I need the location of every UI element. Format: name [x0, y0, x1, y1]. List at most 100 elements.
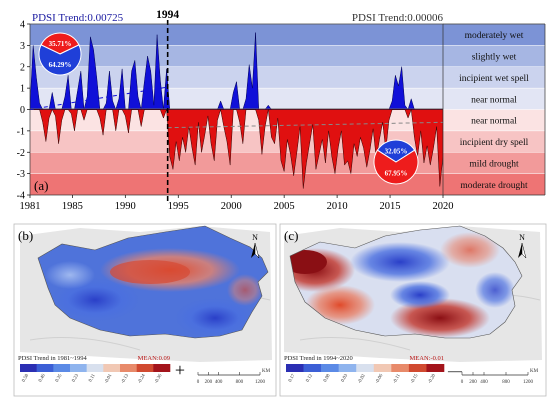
panel-c: (c) N PDSI Trend in 1994~2020 MEAN:-0.01… [279, 223, 547, 397]
legend-tick: 0.35 [55, 373, 64, 383]
y-tick-label: -1 [17, 126, 25, 137]
legend-swatch [36, 364, 54, 372]
scalebar-unit: KM [262, 369, 271, 374]
legend-swatch [303, 364, 322, 372]
legend-tick: -0.36 [154, 373, 164, 385]
legend-swatch [356, 364, 375, 372]
y-tick-label: 4 [20, 20, 25, 31]
x-tick-label: 2005 [274, 201, 295, 212]
y-tick-label: -3 [17, 169, 25, 180]
band-label: incipient wet spell [459, 74, 529, 84]
north-label-b: N [252, 233, 258, 242]
legend-swatch [86, 364, 104, 372]
x-tick-label: 2000 [221, 201, 242, 212]
scalebar-label: 800 [502, 380, 510, 385]
legend-tick: 0.17 [288, 373, 297, 383]
band-1 [30, 45, 545, 67]
map-c-outline [289, 225, 523, 339]
scalebar-label: 800 [236, 380, 244, 385]
legend-swatch [408, 364, 427, 372]
trend-line-1 [167, 121, 443, 129]
band-7 [30, 173, 545, 195]
x-tick-label: 1981 [20, 201, 41, 212]
legend-swatch [120, 364, 137, 372]
y-tick-label: -2 [17, 148, 25, 159]
breakpoint-label: 1994 [156, 9, 179, 21]
map-b-mean: MEAN:0.09 [138, 355, 170, 362]
x-tick-label: 1985 [62, 201, 83, 212]
pie-0-slice-0 [40, 32, 80, 55]
map-c-caption: PDSI Trend in 1994~2020 [284, 355, 353, 362]
north-arrow-b: N [251, 233, 260, 259]
trend-label-right: PDSI Trend:0.00006 [352, 12, 444, 24]
trend-label-left: PDSI Trend:0.00725 [32, 12, 124, 24]
band-label: slightly wet [472, 53, 517, 63]
y-tick-label: 2 [20, 62, 25, 73]
y-tick-label: 1 [20, 84, 25, 95]
legend-tick: -0.20 [428, 373, 438, 385]
legend-tick: -0.01 [104, 373, 114, 385]
map-c-raster [290, 226, 522, 338]
scalebar-label: 200 [205, 380, 213, 385]
panel-b: (b) N PDSI Trend in 1981~1994 MEAN:0.09 … [13, 223, 277, 397]
x-tick-label: 2020 [433, 201, 454, 212]
x-tick-label: 2015 [380, 201, 401, 212]
panel-label-c: (c) [284, 228, 298, 243]
legend-swatch [103, 364, 121, 372]
map-b-raster [38, 226, 268, 338]
pie-0-slice-1 [38, 44, 82, 76]
x-tick-label: 2010 [327, 201, 348, 212]
scalebar-label: 0 [461, 380, 464, 385]
legend-tick: -0.15 [410, 373, 420, 385]
band-6 [30, 152, 545, 174]
pie-1-slice-0 [376, 139, 416, 163]
pdsi-area-series [30, 32, 443, 189]
band-label: moderate drought [460, 181, 528, 191]
map-c-legend: 0.17 0.12 0.08 0.03 -0.02 -0.06 -0.11 -0.15 -0.2… [286, 364, 445, 385]
legend-swatch [153, 364, 171, 372]
band-labels: moderately wet slightly wet incipient wet … [459, 31, 529, 191]
pie-1-label-0: 32.05% [385, 148, 408, 156]
legend-tick: 0.12 [306, 373, 315, 383]
scalebar-label: 1200 [523, 380, 534, 385]
legend-tick: -0.06 [375, 373, 385, 385]
band-label: near normal [471, 95, 517, 105]
legend-swatch [391, 364, 410, 372]
legend-tick: -0.02 [357, 373, 367, 385]
legend-tick: -0.24 [137, 373, 147, 385]
pdsi-negative-area [30, 108, 443, 189]
panel-label-a: (a) [34, 178, 48, 193]
scalebar-unit: KM [530, 369, 539, 374]
legend-swatch [426, 364, 445, 372]
legend-swatch [321, 364, 339, 372]
scalebar-label: 400 [215, 380, 223, 385]
pie-0-label-0: 35.71% [49, 40, 72, 48]
map-c-mean: MEAN:-0.01 [410, 355, 444, 362]
legend-tick: 0.46 [38, 373, 47, 383]
scalebar-label: 0 [197, 380, 200, 385]
legend-swatch [20, 364, 37, 372]
legend-swatch [70, 364, 87, 372]
y-axis: 4 3 2 1 0 -1 -2 -3 -4 [17, 20, 30, 202]
pie-charts: 35.71% 64.29% 32.05% 67.95% [38, 32, 419, 185]
legend-tick: 0.58 [22, 373, 31, 383]
legend-swatch [286, 364, 304, 372]
legend-tick: 0.23 [72, 373, 81, 383]
scalebar-label: 1200 [255, 380, 266, 385]
y-tick-label: 0 [20, 105, 25, 116]
north-label-c: N [519, 233, 525, 242]
map-b-outline [37, 225, 269, 339]
y-tick-label: -4 [17, 191, 25, 202]
map-b-sign: + [175, 360, 185, 380]
pie-1-slice-1 [373, 149, 419, 185]
map-b-caption: PDSI Trend in 1981~1994 [18, 355, 87, 362]
band-label: incipient dry spell [460, 138, 529, 148]
legend-swatch [53, 364, 71, 372]
pie-1-label-1: 67.95% [385, 170, 408, 178]
map-c-scalebar: 0 200 400 800 1200 KM [461, 369, 539, 385]
band-label: moderately wet [465, 31, 524, 41]
band-label: near normal [471, 117, 517, 127]
legend-swatch [338, 364, 357, 372]
north-arrow-c: N [518, 233, 527, 259]
y-tick-label: 3 [20, 41, 25, 52]
